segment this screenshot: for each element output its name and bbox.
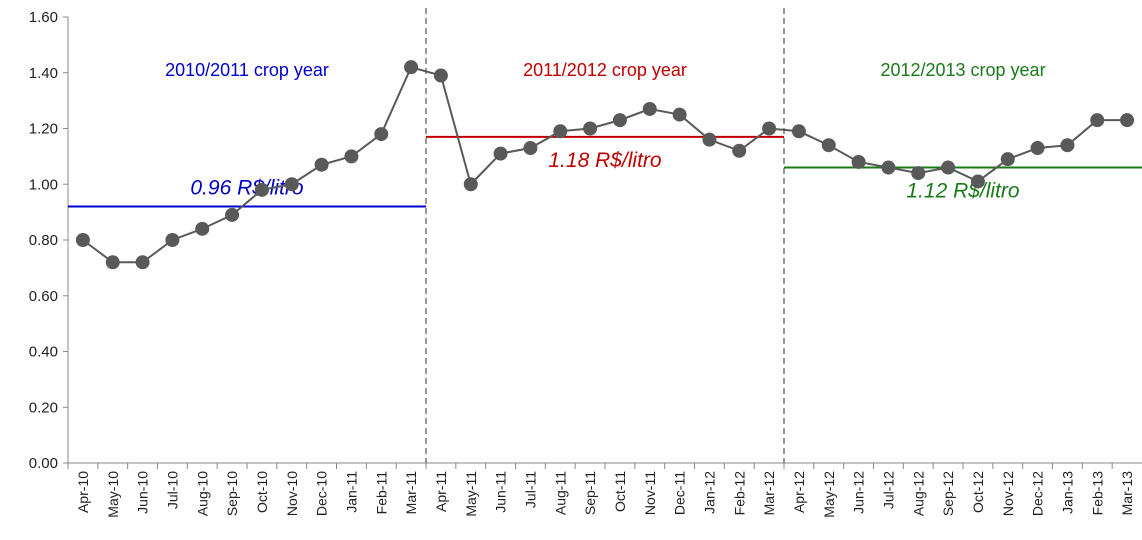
x-tick-label: Aug-11	[552, 471, 568, 515]
x-tick-label: Apr-10	[75, 471, 91, 513]
x-tick-label: Jul-10	[164, 471, 180, 509]
marker	[165, 233, 180, 247]
x-tick-label: May-12	[821, 471, 837, 518]
average-label: 1.12 R$/litro	[906, 180, 1020, 203]
y-tick-label: 0.20	[29, 399, 58, 416]
y-tick-label: 0.80	[29, 232, 58, 249]
x-tick-label: Nov-12	[1000, 471, 1016, 516]
period-title: 2012/2013 crop year	[880, 60, 1045, 80]
marker	[911, 166, 926, 181]
x-tick-label: Mar-11	[403, 471, 419, 515]
x-tick-label: Jun-11	[493, 471, 509, 513]
marker	[672, 107, 687, 122]
marker	[732, 143, 747, 158]
x-tick-label: Oct-10	[254, 471, 270, 513]
x-tick-label: Aug-10	[194, 471, 210, 516]
x-tick-label: Nov-11	[642, 471, 658, 515]
x-tick-label: Mar-13	[1119, 471, 1135, 516]
marker	[970, 174, 985, 189]
x-tick-label: Apr-11	[433, 471, 449, 512]
x-tick-label: Jun-12	[851, 471, 867, 514]
marker	[702, 132, 717, 147]
marker	[433, 68, 448, 83]
marker	[75, 233, 90, 247]
x-tick-label: Sep-10	[224, 471, 240, 516]
marker	[314, 157, 329, 172]
marker	[1120, 113, 1135, 128]
marker	[493, 146, 508, 161]
marker	[404, 60, 419, 75]
x-tick-label: Dec-11	[672, 471, 688, 515]
y-tick-label: 1.00	[29, 176, 58, 193]
marker	[1030, 141, 1045, 156]
x-tick-label: Aug-12	[910, 471, 926, 516]
marker	[374, 127, 389, 142]
x-tick-label: Jan-11	[343, 471, 359, 513]
y-tick-label: 0.40	[29, 344, 58, 361]
x-tick-label: Nov-10	[284, 471, 300, 516]
marker	[642, 101, 657, 116]
y-tick-label: 1.20	[29, 121, 58, 138]
marker	[941, 160, 956, 175]
x-tick-label: Sep-12	[940, 471, 956, 516]
marker	[1090, 113, 1105, 128]
x-tick-label: May-10	[105, 471, 121, 518]
marker	[762, 121, 777, 136]
marker	[463, 177, 478, 192]
marker	[612, 113, 627, 128]
x-tick-label: Oct-11	[612, 471, 628, 512]
marker	[135, 255, 150, 270]
marker	[523, 141, 538, 156]
marker	[851, 154, 866, 169]
marker	[1060, 138, 1075, 153]
x-tick-label: Jan-13	[1059, 471, 1075, 514]
x-tick-label: Dec-10	[314, 471, 330, 516]
marker	[791, 124, 806, 139]
y-tick-label: 0.00	[29, 455, 58, 472]
marker	[881, 160, 896, 175]
x-tick-label: Feb-11	[373, 471, 389, 515]
marker	[284, 177, 299, 192]
marker	[553, 124, 568, 139]
average-label: 1.18 R$/litro	[548, 149, 662, 172]
x-tick-label: Mar-12	[761, 471, 777, 516]
marker	[344, 149, 359, 164]
y-tick-label: 1.60	[29, 9, 58, 26]
average-label: 0.96 R$/litro	[190, 177, 304, 200]
x-tick-label: Apr-12	[791, 471, 807, 513]
marker	[105, 255, 120, 270]
marker	[254, 182, 269, 197]
y-tick-label: 1.40	[29, 65, 58, 82]
x-tick-label: Jul-11	[522, 471, 538, 508]
x-tick-label: May-11	[463, 471, 479, 517]
x-tick-label: Oct-12	[970, 471, 986, 513]
marker	[583, 121, 598, 136]
x-tick-label: Jan-12	[701, 471, 717, 514]
x-tick-label: Jun-10	[135, 471, 151, 514]
marker	[1000, 152, 1015, 167]
x-tick-label: Jul-12	[880, 471, 896, 509]
marker	[225, 207, 240, 222]
x-tick-label: Sep-11	[582, 471, 598, 515]
x-tick-label: Dec-12	[1030, 471, 1046, 516]
x-tick-label: Feb-13	[1089, 471, 1105, 516]
period-title: 2010/2011 crop year	[165, 60, 329, 80]
period-title: 2011/2012 crop year	[523, 60, 687, 80]
y-tick-label: 0.60	[29, 288, 58, 305]
x-tick-label: Feb-12	[731, 471, 747, 516]
marker	[821, 138, 836, 153]
marker	[195, 221, 210, 236]
